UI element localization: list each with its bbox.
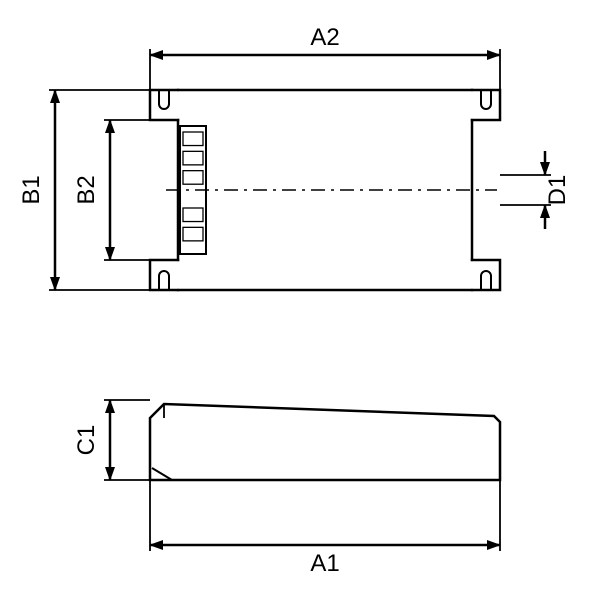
top-view bbox=[150, 90, 500, 290]
mounting-tab bbox=[150, 90, 178, 120]
mounting-tab bbox=[472, 260, 500, 290]
side-profile bbox=[150, 404, 500, 480]
terminal bbox=[183, 208, 203, 222]
dim-d1-label: D1 bbox=[544, 175, 571, 206]
terminal bbox=[183, 151, 203, 165]
dim-b1-label: B1 bbox=[18, 175, 45, 204]
terminal bbox=[183, 132, 203, 146]
dim-a1-label: A1 bbox=[310, 550, 339, 577]
dim-c1-label: C1 bbox=[73, 425, 100, 456]
dim-a2-label: A2 bbox=[310, 24, 339, 51]
terminal bbox=[183, 171, 203, 185]
mounting-tab bbox=[472, 90, 500, 120]
dim-b2-label: B2 bbox=[73, 175, 100, 204]
fold-line bbox=[152, 468, 172, 480]
dimension-diagram: A2 B1 B2 D1 A1 C1 bbox=[0, 0, 600, 600]
terminal bbox=[183, 227, 203, 241]
side-view bbox=[150, 404, 500, 480]
mounting-tab bbox=[150, 260, 178, 290]
